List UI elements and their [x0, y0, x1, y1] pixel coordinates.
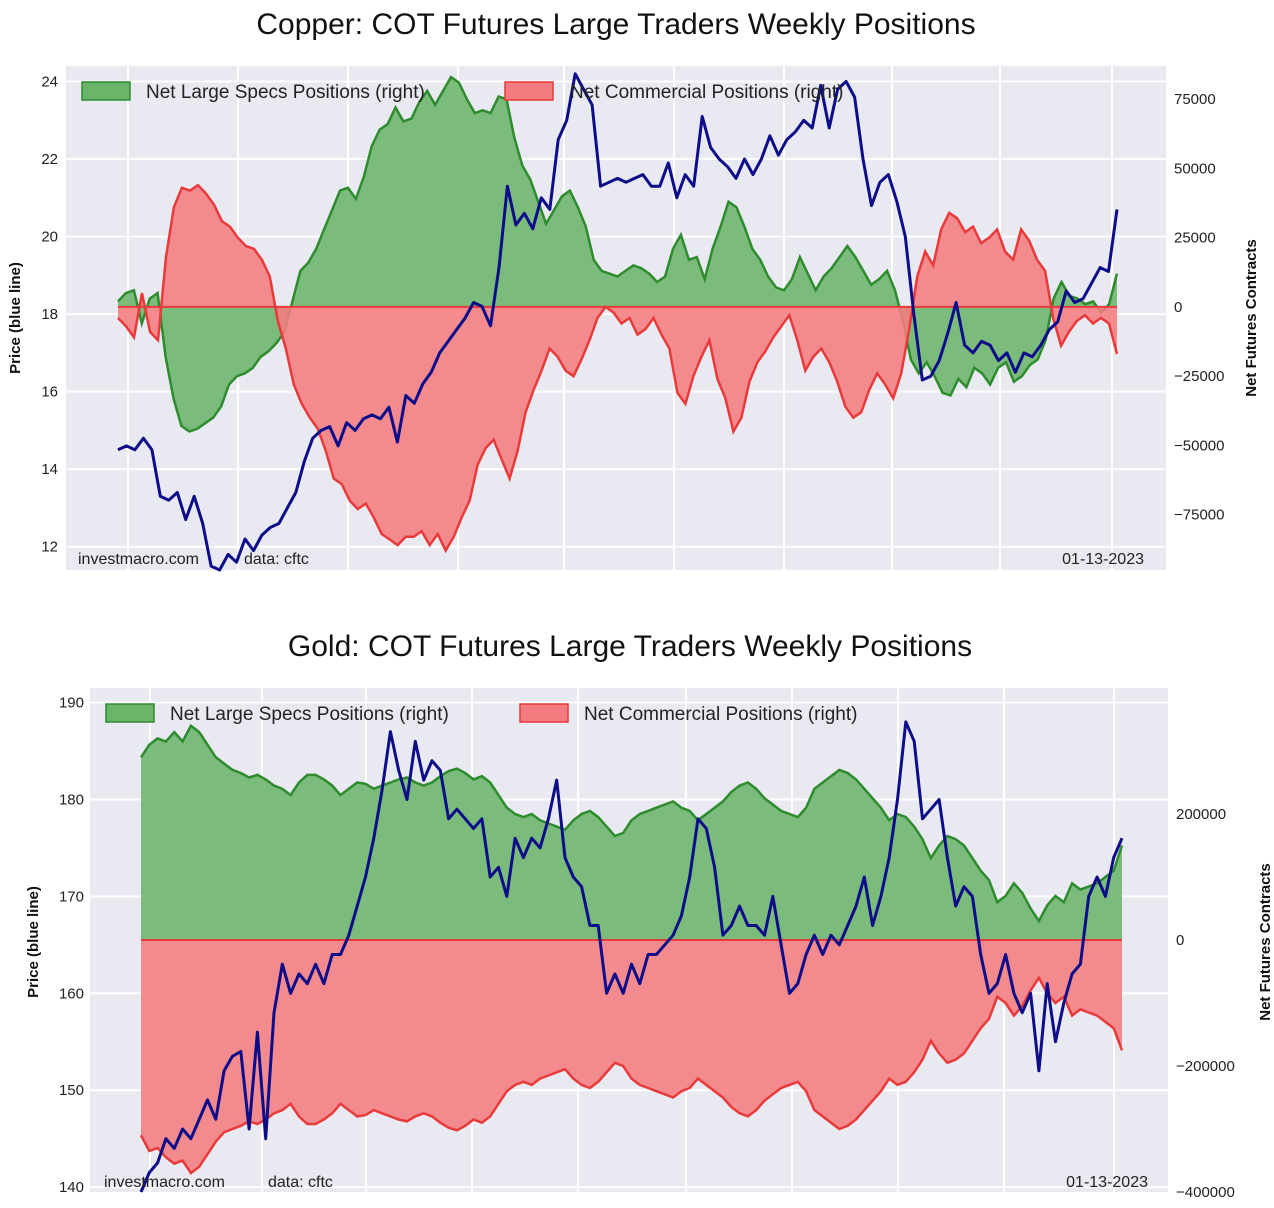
gold-legend-comm-label: Net Commercial Positions (right): [584, 704, 857, 725]
copper-date-label: 01-13-2023: [1062, 551, 1144, 568]
copper-right-tick-label: 25000: [1174, 230, 1216, 247]
gold-right-tick-label: 0: [1176, 932, 1184, 949]
copper-left-tick-label: 20: [41, 229, 58, 246]
copper-price-line: [117, 72, 1119, 572]
gold-chart-title: Gold: COT Futures Large Traders Weekly P…: [288, 630, 972, 663]
copper-commercial-line: [117, 183, 1119, 554]
copper-left-tick-label: 18: [41, 306, 58, 323]
copper-legend-specs-swatch: [81, 81, 131, 101]
copper-left-tick-label: 14: [41, 461, 58, 478]
copper-legend: Net Large Specs Positions (right) Net Co…: [81, 81, 843, 103]
copper-legend-specs-label: Net Large Specs Positions (right): [146, 82, 425, 103]
copper-source-label: investmacro.com: [78, 551, 199, 568]
gold-commercial-line: [139, 975, 1124, 1175]
gold-left-axis-label: Price (blue line): [25, 886, 42, 998]
gold-source-label: investmacro.com: [104, 1174, 225, 1191]
copper-right-tick-label: 75000: [1174, 91, 1216, 108]
copper-right-tick-label: −75000: [1174, 507, 1224, 524]
copper-right-tick-label: 50000: [1174, 160, 1216, 177]
gold-right-tick-label: −400000: [1176, 1184, 1235, 1201]
gold-right-tick-label: 200000: [1176, 806, 1226, 823]
copper-right-ticks: 75000 50000 25000 0 −25000 −50000 −75000: [1174, 91, 1224, 523]
gold-specs-line: [139, 723, 1124, 924]
copper-legend-comm-swatch: [504, 81, 554, 101]
copper-legend-comm-label: Net Commercial Positions (right): [570, 82, 843, 103]
copper-chart-title: Copper: COT Futures Large Traders Weekly…: [256, 8, 975, 41]
gold-left-ticks: 190 180 170 160 150 140: [59, 695, 84, 1197]
gold-right-tick-label: −200000: [1176, 1058, 1235, 1075]
copper-right-tick-label: 0: [1174, 299, 1182, 316]
gold-price-line: [139, 720, 1124, 1193]
gold-legend-specs-swatch: [105, 703, 155, 723]
gold-specs-area: [141, 725, 1122, 940]
copper-right-axis-label: Net Futures Contracts: [1243, 239, 1260, 397]
gold-left-tick-label: 160: [59, 985, 84, 1002]
gold-left-tick-label: 170: [59, 888, 84, 905]
gold-data-marks: [139, 720, 1124, 1193]
copper-left-tick-label: 12: [41, 539, 58, 556]
copper-data-marks: [117, 72, 1119, 572]
gold-legend: Net Large Specs Positions (right) Net Co…: [105, 703, 857, 725]
copper-right-tick-label: −50000: [1174, 437, 1224, 454]
gold-left-tick-label: 140: [59, 1179, 84, 1196]
gold-left-tick-label: 190: [59, 695, 84, 712]
gold-legend-specs-label: Net Large Specs Positions (right): [170, 704, 449, 725]
gold-left-tick-label: 180: [59, 791, 84, 808]
gold-legend-comm-swatch: [519, 703, 569, 723]
copper-data-source-label: data: cftc: [244, 551, 309, 568]
copper-left-ticks: 24 22 20 18 16 14 12: [41, 74, 58, 556]
gold-data-source-label: data: cftc: [268, 1174, 333, 1191]
copper-left-tick-label: 24: [41, 74, 58, 91]
copper-commercial-area: [118, 185, 1117, 551]
gold-right-axis-label: Net Futures Contracts: [1257, 863, 1274, 1021]
copper-left-tick-label: 22: [41, 151, 58, 168]
gold-date-label: 01-13-2023: [1066, 1174, 1148, 1191]
gold-right-ticks: 200000 0 −200000 −400000: [1176, 806, 1235, 1201]
copper-left-axis-label: Price (blue line): [7, 262, 24, 374]
copper-left-tick-label: 16: [41, 384, 58, 401]
copper-right-tick-label: −25000: [1174, 368, 1224, 385]
gold-left-tick-label: 150: [59, 1082, 84, 1099]
